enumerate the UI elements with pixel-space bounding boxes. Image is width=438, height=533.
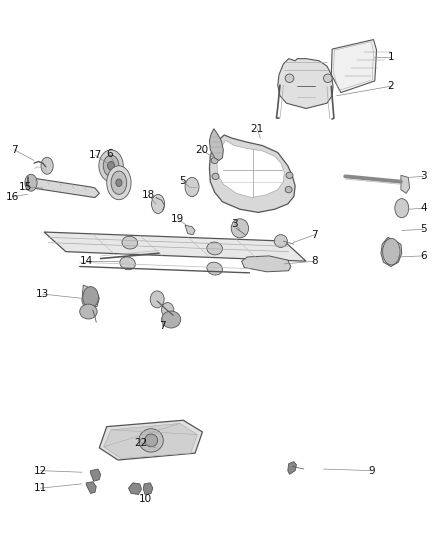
Ellipse shape [286,172,293,179]
Polygon shape [331,39,377,93]
Ellipse shape [41,157,53,174]
Text: 10: 10 [138,494,152,504]
Polygon shape [143,483,153,495]
Text: 18: 18 [142,190,155,200]
Text: 20: 20 [195,145,208,155]
Text: 21: 21 [251,124,264,134]
Ellipse shape [152,195,165,214]
Polygon shape [28,177,99,198]
Text: 1: 1 [388,52,394,62]
Polygon shape [86,482,96,494]
Polygon shape [209,135,295,213]
Text: 9: 9 [368,466,374,475]
Polygon shape [91,469,101,481]
Ellipse shape [111,171,127,195]
Text: 7: 7 [11,145,18,155]
Ellipse shape [120,257,135,270]
Ellipse shape [139,429,163,452]
Ellipse shape [211,157,218,164]
Polygon shape [209,128,223,160]
Text: 6: 6 [106,149,113,159]
Text: 8: 8 [311,256,318,266]
Ellipse shape [99,150,123,182]
Text: 11: 11 [34,483,47,493]
Ellipse shape [103,155,119,176]
Text: 17: 17 [88,150,102,160]
Polygon shape [44,232,306,261]
Ellipse shape [122,236,138,249]
Text: 3: 3 [231,219,238,229]
Text: 15: 15 [19,182,32,192]
Text: 7: 7 [311,230,318,240]
Ellipse shape [80,304,97,319]
Ellipse shape [207,242,223,255]
Text: 13: 13 [36,289,49,299]
Ellipse shape [108,161,115,170]
Text: 22: 22 [134,438,147,448]
Ellipse shape [212,173,219,180]
Polygon shape [401,175,410,193]
Text: 5: 5 [420,224,427,235]
Ellipse shape [107,166,131,200]
Polygon shape [242,256,291,272]
Ellipse shape [150,291,164,308]
Text: 5: 5 [179,175,185,185]
Ellipse shape [395,199,409,217]
Polygon shape [381,237,402,266]
Text: 7: 7 [159,321,166,331]
Ellipse shape [185,177,199,197]
Ellipse shape [323,74,332,83]
Ellipse shape [145,434,158,447]
Ellipse shape [274,235,287,247]
Ellipse shape [162,311,181,328]
Text: 14: 14 [80,256,93,266]
Text: 3: 3 [420,172,427,181]
Text: 19: 19 [171,214,184,224]
Ellipse shape [25,174,37,191]
Polygon shape [99,420,202,460]
Ellipse shape [285,74,294,83]
Ellipse shape [231,219,249,238]
Text: 2: 2 [388,81,394,91]
Text: 4: 4 [420,203,427,213]
Ellipse shape [285,187,292,193]
Polygon shape [104,423,197,458]
Ellipse shape [383,238,400,265]
Polygon shape [288,462,297,474]
Text: 12: 12 [34,466,47,475]
Ellipse shape [162,303,174,317]
Ellipse shape [207,262,223,275]
Polygon shape [217,140,284,198]
Text: 6: 6 [420,251,427,261]
Polygon shape [82,285,99,310]
Ellipse shape [116,179,122,187]
Polygon shape [278,59,333,109]
Ellipse shape [83,287,99,308]
Polygon shape [185,225,195,235]
Polygon shape [128,483,141,495]
Text: 16: 16 [6,191,19,201]
